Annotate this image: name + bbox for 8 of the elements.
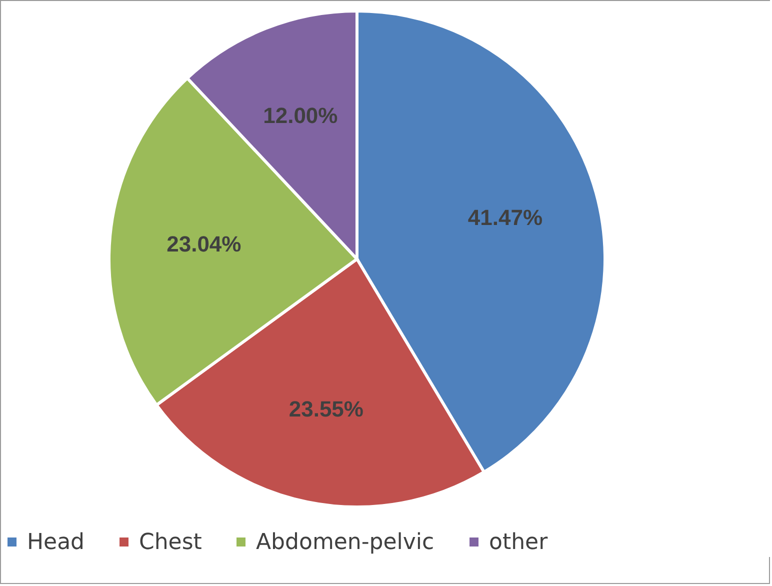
data-label: 41.47% — [468, 205, 543, 230]
data-label: 23.04% — [166, 232, 242, 257]
legend-label: other — [489, 530, 549, 555]
legend-label: Chest — [139, 530, 202, 555]
legend-label: Head — [27, 530, 85, 555]
data-label: 12.00% — [263, 103, 338, 128]
legend-label: Abdomen-pelvic — [256, 530, 434, 555]
data-label: 23.55% — [288, 396, 364, 422]
